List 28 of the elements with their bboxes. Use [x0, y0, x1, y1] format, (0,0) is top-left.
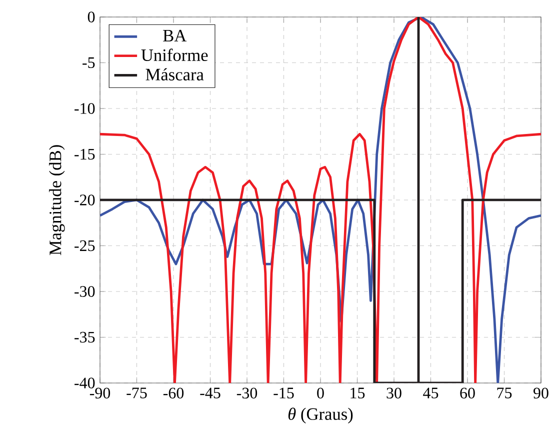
- line-series: [100, 16, 541, 383]
- y-tick-label: -10: [74, 103, 95, 114]
- y-axis-title: Magnitude (dB): [49, 145, 65, 256]
- x-tick-label: 60: [460, 388, 475, 398]
- x-tick-label: 45: [423, 388, 438, 398]
- x-axis-title: θ (Graus): [288, 408, 353, 424]
- y-tick-label: -30: [74, 286, 95, 297]
- y-tick-label: -35: [74, 332, 95, 343]
- x-tick-label: -15: [274, 388, 294, 398]
- y-tick-label: -40: [74, 378, 95, 388]
- x-tick-label: 15: [350, 388, 365, 398]
- legend-label: Máscara: [146, 68, 204, 80]
- y-tick-label: -25: [74, 240, 95, 252]
- y-tick-label: -20: [74, 194, 95, 206]
- x-tick-label: -30: [236, 388, 258, 398]
- x-tick-label: 30: [386, 388, 402, 398]
- y-tick-label: 0: [88, 12, 95, 22]
- x-tick-label: 90: [534, 388, 548, 398]
- x-tick-label: 75: [497, 388, 512, 398]
- x-tick-label: -90: [90, 388, 110, 398]
- y-tick-label: -15: [74, 148, 95, 160]
- y-tick-label: -5: [82, 57, 95, 68]
- x-tick-label: -60: [163, 388, 184, 398]
- legend-label: BA: [163, 30, 187, 42]
- x-tick-label: 0: [317, 388, 324, 398]
- x-tick-label: -75: [126, 388, 147, 398]
- legend-label: Uniforme: [141, 48, 208, 62]
- x-tick-label: -45: [200, 388, 220, 398]
